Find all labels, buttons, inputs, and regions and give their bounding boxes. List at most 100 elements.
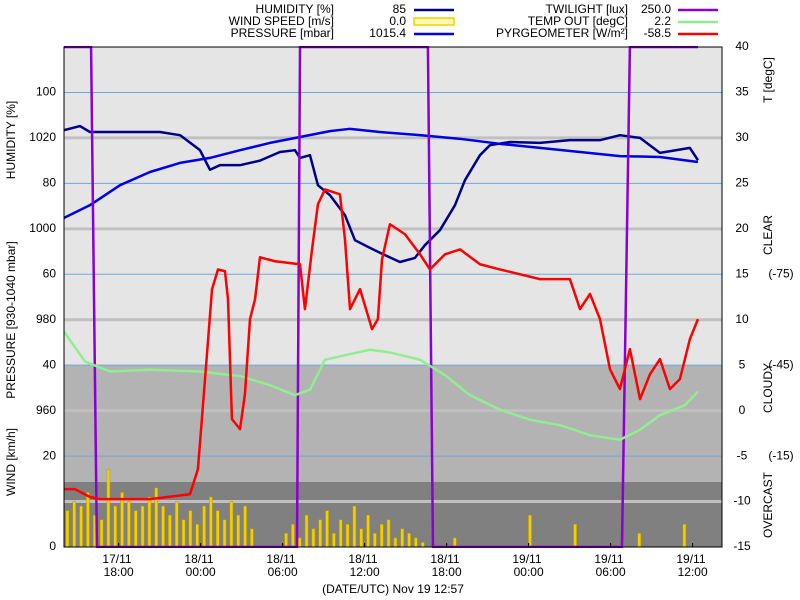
wind-bar [229, 501, 234, 548]
legend-label: PYRGEOMETER [W/m²] [496, 26, 628, 40]
legend-value: 2.2 [654, 14, 671, 28]
wind-bar [250, 528, 254, 548]
wind-bar [352, 505, 357, 548]
temp-tick-label: 35 [735, 85, 749, 99]
legend-value: -58.5 [644, 26, 672, 40]
legend-label: HUMIDITY [%] [256, 2, 334, 16]
wind-bar [400, 528, 404, 548]
wind-bar [236, 514, 240, 548]
legend-value: 85 [393, 2, 407, 16]
temp-tick-label: 30 [735, 130, 749, 144]
x-tick-label-line: 18/11 [348, 552, 380, 566]
wind-bar [386, 519, 391, 548]
x-tick-label-line: 18:00 [104, 565, 134, 579]
background-band [64, 47, 722, 366]
legend-swatch [413, 17, 455, 26]
x-tick-label-line: 18/11 [430, 552, 462, 566]
wind-bar [373, 533, 377, 548]
y-tick-label: 40 [43, 357, 57, 371]
y-tick-label: 0 [49, 539, 56, 553]
x-tick-label: 18/11 00:00 [184, 552, 216, 579]
y-tick-label: 60 [43, 266, 57, 280]
wind-bar [174, 501, 179, 548]
background-band [64, 482, 722, 547]
x-tick-label-line: 19/11 [512, 552, 544, 566]
wind-bar [127, 501, 131, 548]
wind-bar [311, 528, 316, 548]
wind-bar [366, 514, 370, 548]
wind-bar [379, 524, 384, 548]
temp-tick-label: 15 [735, 266, 749, 280]
wind-bar [291, 524, 295, 548]
wind-bar [359, 528, 363, 548]
wind-bar [79, 505, 83, 548]
axis-title: HUMIDITY [%] [4, 101, 18, 179]
wind-bar [345, 524, 350, 548]
wind-bar [325, 510, 329, 548]
wind-bar [86, 492, 90, 548]
wind-bar [202, 505, 206, 548]
wind-bar [297, 537, 302, 548]
x-tick-label-line: 00:00 [514, 565, 544, 579]
x-tick-label-line: 19/11 [594, 552, 626, 566]
wind-bar [188, 510, 193, 548]
annotation: CLEAR [761, 215, 775, 255]
x-axis-title: (DATE/UTC) Nov 19 12:57 [322, 582, 464, 596]
temp-tick-label: -15 [733, 539, 751, 553]
x-tick-label-line: 19/11 [676, 552, 708, 566]
pyrgeometer-tick-label: (-75) [768, 266, 793, 280]
temp-tick-label: 25 [735, 176, 749, 190]
series-line [64, 188, 700, 501]
y-tick-label: 80 [43, 176, 57, 190]
series-line [64, 330, 699, 441]
y-tick-label: 100 [36, 85, 56, 99]
x-tick-label-line: 17/11 [102, 552, 134, 566]
legend-label: TWILIGHT [lux] [546, 2, 628, 16]
series-line [64, 124, 699, 264]
wind-bar [304, 514, 309, 548]
wind-bar [65, 510, 70, 548]
plot-area [63, 46, 723, 548]
x-tick-label-line: 12:00 [678, 565, 708, 579]
wind-bar [120, 492, 124, 548]
wind-bar [99, 519, 104, 548]
x-tick-label: 19/11 00:00 [512, 552, 544, 579]
wind-bar [284, 533, 288, 548]
wind-bar [209, 496, 213, 548]
series-line [64, 127, 699, 220]
wind-bar [106, 469, 111, 548]
pyrgeometer-tick-label: (-45) [768, 357, 793, 371]
axis-title: WIND [km/h] [4, 428, 18, 496]
temp-tick-label: 10 [735, 312, 749, 326]
temp-tick-label: 5 [739, 357, 746, 371]
axis-title: PRESSURE [930-1040 mbar] [4, 241, 18, 398]
x-tick-label-line: 06:00 [268, 565, 298, 579]
wind-bar [195, 524, 199, 548]
pressure-tick-label: 960 [36, 403, 56, 417]
wind-bar [528, 514, 532, 548]
plot-border [63, 46, 723, 548]
pressure-tick-label: 1020 [29, 130, 56, 144]
wind-bar [161, 505, 165, 548]
legend-value: 0.0 [389, 14, 406, 28]
temp-tick-label: -10 [733, 494, 751, 508]
annotation: CLOUDY [761, 363, 775, 413]
wind-bar [407, 533, 411, 548]
temp-tick-label: 0 [739, 403, 746, 417]
wind-bar [133, 510, 138, 548]
wind-bar [181, 519, 186, 548]
pyrgeometer-tick-label: (-15) [768, 448, 793, 462]
wind-bar [338, 519, 343, 548]
x-tick-label: 18/11 06:00 [266, 552, 298, 579]
wind-bar [393, 537, 398, 548]
temp-tick-label: -5 [737, 448, 748, 462]
wind-bar [453, 537, 457, 548]
wind-bar [573, 524, 577, 548]
y-tick-label: 20 [43, 448, 57, 462]
x-tick-label-line: 18:00 [432, 565, 462, 579]
pressure-tick-label: 980 [36, 312, 56, 326]
legend-value: 1015.4 [369, 26, 406, 40]
legend-label: PRESSURE [mbar] [231, 26, 334, 40]
wind-bar [318, 519, 322, 548]
